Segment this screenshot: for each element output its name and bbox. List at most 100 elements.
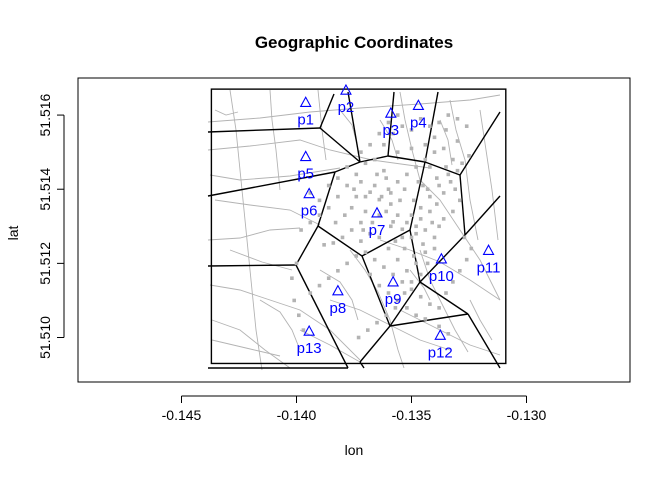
case-point [384, 176, 388, 180]
pump-marker-p6 [303, 187, 316, 199]
case-point [453, 187, 457, 192]
case-point [430, 220, 434, 225]
voronoi-edge [464, 195, 501, 236]
case-point [423, 317, 428, 321]
street-path [469, 299, 493, 341]
case-point [354, 172, 359, 177]
pump-marker-p13 [303, 324, 316, 336]
voronoi-edge [207, 171, 336, 197]
case-point [418, 272, 423, 277]
case-point [345, 261, 349, 266]
case-point [414, 231, 418, 236]
case-point [455, 139, 460, 143]
case-point [359, 220, 363, 225]
pump-label-p2: p2 [338, 99, 355, 116]
case-point [418, 205, 423, 210]
case-point [345, 165, 349, 169]
case-point [372, 157, 377, 162]
x-tick-label: -0.130 [507, 407, 547, 423]
x-tick-label: -0.135 [392, 407, 432, 423]
voronoi-edge [207, 127, 321, 133]
case-point [382, 265, 386, 269]
pump-label-p10: p10 [429, 268, 454, 285]
case-point [441, 217, 446, 221]
case-point [391, 272, 395, 277]
case-point [393, 239, 398, 243]
case-point [363, 209, 368, 214]
case-point [398, 198, 402, 203]
voronoi-edge [317, 225, 363, 257]
pump-label-p4: p4 [410, 114, 427, 131]
case-point [423, 142, 428, 147]
case-point [389, 202, 393, 206]
case-point [400, 227, 405, 232]
case-point [409, 235, 414, 240]
chart-title: Geographic Coordinates [255, 33, 453, 52]
street-path [211, 319, 291, 369]
case-point [405, 306, 409, 310]
study-area-border [210, 88, 507, 365]
pump-label-p8: p8 [330, 300, 347, 317]
case-point [386, 187, 391, 192]
case-point [391, 131, 395, 136]
case-point [402, 187, 407, 192]
case-point [458, 198, 462, 203]
case-point [423, 157, 428, 162]
voronoi-edge [389, 313, 469, 327]
pump-label-p12: p12 [428, 344, 453, 361]
case-point [400, 235, 405, 240]
case-point [423, 228, 428, 232]
case-point [301, 328, 306, 332]
case-point [395, 298, 400, 303]
case-point [467, 154, 471, 158]
case-point [294, 261, 299, 266]
case-point [395, 213, 400, 217]
case-point [435, 176, 439, 180]
plot-frame [77, 77, 631, 383]
case-point [386, 291, 391, 295]
case-point [425, 261, 430, 266]
case-point [377, 283, 382, 288]
case-point [414, 261, 418, 266]
voronoi-edge [207, 264, 297, 267]
case-point [432, 235, 437, 240]
axes: -0.145 -0.140 -0.135 -0.130 51.510 51.512 51.5… [37, 77, 631, 423]
pump-label-p6: p6 [301, 203, 318, 220]
case-point [292, 298, 296, 303]
case-points [290, 113, 474, 340]
case-point [441, 191, 446, 195]
case-point [402, 246, 407, 251]
y-axis-label: lat [5, 226, 21, 241]
voronoi-edge [409, 161, 426, 231]
case-point [317, 213, 322, 217]
case-point [384, 313, 388, 318]
street-path [319, 269, 359, 321]
street-path [349, 249, 405, 369]
case-point [437, 324, 441, 329]
case-point [414, 224, 418, 229]
pump-label-p11: p11 [477, 259, 501, 276]
voronoi-edge [295, 225, 319, 266]
voronoi-edge [419, 281, 469, 315]
case-point [405, 268, 409, 273]
pump-label-p7: p7 [369, 222, 386, 239]
case-point [428, 302, 432, 306]
y-tick-label: 51.516 [37, 93, 53, 136]
case-point [343, 213, 347, 217]
case-point [317, 283, 322, 288]
voronoi-edge [467, 313, 501, 369]
case-point [308, 291, 313, 295]
street-path [214, 109, 239, 116]
case-point [418, 294, 423, 299]
case-point [402, 291, 407, 295]
voronoi-edge [347, 91, 361, 163]
case-point [416, 180, 421, 184]
case-point [372, 257, 377, 262]
case-point [340, 235, 345, 240]
street-path [439, 119, 453, 166]
street-path [229, 89, 263, 371]
case-point [464, 257, 469, 262]
case-point [437, 224, 441, 229]
case-point [322, 243, 326, 247]
